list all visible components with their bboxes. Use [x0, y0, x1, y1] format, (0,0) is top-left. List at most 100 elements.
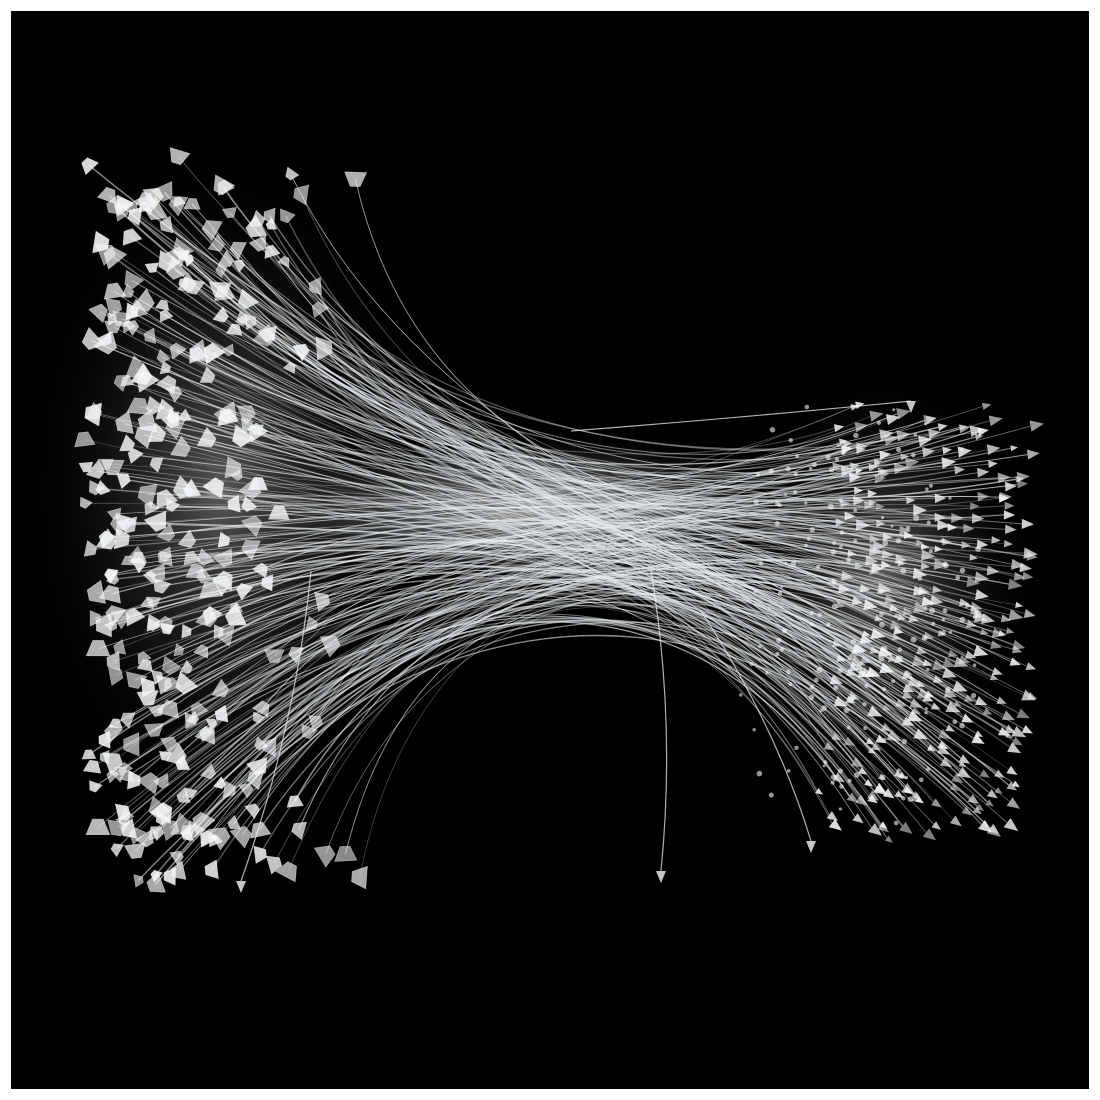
fastener-bead	[948, 496, 952, 500]
fastener-tip	[1010, 558, 1025, 570]
fastener-bead	[942, 608, 948, 614]
fastener-head	[131, 288, 155, 312]
fastener-bead	[756, 770, 763, 777]
fastener-head	[85, 818, 111, 835]
fastener-tip	[868, 463, 879, 472]
fastener-head	[232, 259, 246, 273]
fastener-head	[123, 842, 146, 859]
fastener-tip	[897, 613, 907, 621]
fastener-tip	[953, 700, 962, 707]
fastener-head	[74, 431, 96, 448]
fastener-head	[308, 276, 322, 296]
fastener-tip	[886, 729, 902, 742]
fastener-tip	[877, 582, 893, 594]
fastener-strand	[142, 375, 983, 825]
fastener-tip	[990, 640, 1002, 649]
fastener-tip	[942, 537, 952, 546]
fastener-tip	[1022, 571, 1034, 581]
fastener-strand	[121, 205, 922, 567]
fastener-tip	[881, 549, 894, 559]
fastener-tip	[869, 646, 880, 654]
fastener-tip	[859, 634, 873, 644]
fastener-tip	[937, 728, 952, 740]
fastener-head	[313, 845, 336, 868]
fastener-tip	[874, 614, 884, 622]
fastener-head	[251, 562, 269, 579]
fastener-strand	[181, 524, 1006, 827]
fastener-tip	[867, 705, 883, 717]
fastener-tip	[884, 433, 900, 446]
fastener-bead	[804, 543, 808, 548]
fastener-strand	[124, 423, 896, 560]
fastener-bead	[768, 468, 774, 474]
fastener-head	[351, 865, 368, 890]
fastener-head	[161, 655, 182, 675]
fastener-bead	[847, 778, 852, 783]
fastener-head	[105, 298, 123, 319]
fastener-strand	[174, 426, 832, 680]
fastener-bead	[837, 668, 843, 674]
fastener-tip	[854, 486, 864, 495]
fastener-tip	[851, 643, 866, 654]
fastener-tip	[989, 673, 999, 681]
fastener-head	[159, 309, 174, 323]
fastener-bead	[830, 780, 835, 785]
fastener-tip	[840, 499, 851, 508]
fastener-bead	[959, 567, 966, 574]
fastener-bead	[881, 515, 885, 520]
fastener-tip	[994, 787, 1003, 794]
fastener-head	[107, 312, 117, 326]
fastener-bead	[752, 728, 756, 732]
fastener-strand	[106, 252, 853, 662]
fastener-bead	[959, 722, 965, 729]
fastener-tip	[894, 790, 904, 799]
fastener-head	[194, 725, 215, 745]
fastener-tip	[934, 512, 946, 522]
fastener-tip	[882, 704, 891, 711]
fastener-strand	[107, 343, 835, 455]
fastener-tip	[1009, 657, 1021, 666]
fastener-strand	[257, 219, 920, 694]
fastener-bead	[758, 644, 762, 649]
fastener-head	[105, 605, 127, 627]
fastener-tip	[986, 565, 1000, 576]
fastener-strand	[153, 588, 871, 731]
fastener-strand	[241, 437, 929, 748]
fastener-tip	[840, 570, 854, 581]
fastener-tip	[1026, 691, 1038, 700]
fastener-tip	[852, 813, 864, 824]
fastener-tip	[951, 773, 964, 784]
fastener-bead	[785, 466, 791, 472]
fastener-bead	[911, 452, 916, 458]
fastener-bead	[816, 667, 823, 674]
fastener-bead	[890, 524, 894, 528]
fastener-bead	[970, 692, 977, 699]
fastener-tip	[1005, 524, 1017, 535]
fastener-tip	[851, 596, 864, 606]
fastener-bead	[926, 520, 931, 525]
fastener-tip	[867, 747, 876, 754]
fastener-tip	[858, 767, 868, 775]
fastener-head	[196, 426, 217, 448]
fastener-tip	[913, 728, 928, 740]
fastener-tip	[923, 631, 934, 640]
fastener-tip	[1003, 540, 1013, 548]
fastener-head	[142, 570, 156, 584]
fastener-head	[83, 540, 98, 557]
fastener-tip	[972, 513, 985, 524]
fastener-head	[245, 214, 268, 238]
fastener-strand	[344, 601, 900, 855]
fastener-tip	[958, 760, 967, 768]
fastener-bead	[910, 636, 917, 643]
fastener-tip	[1013, 571, 1026, 581]
fastener-tip	[951, 512, 964, 524]
fastener-tip	[855, 794, 869, 806]
fastener-head	[82, 759, 102, 774]
fastener-head	[247, 769, 265, 791]
fastener-tip	[1023, 609, 1036, 618]
fastener-bead	[806, 536, 811, 542]
fastener-tip	[939, 757, 953, 768]
fastener-tip	[949, 783, 959, 792]
fastener-head	[217, 249, 235, 267]
fastener-strand	[164, 576, 918, 757]
